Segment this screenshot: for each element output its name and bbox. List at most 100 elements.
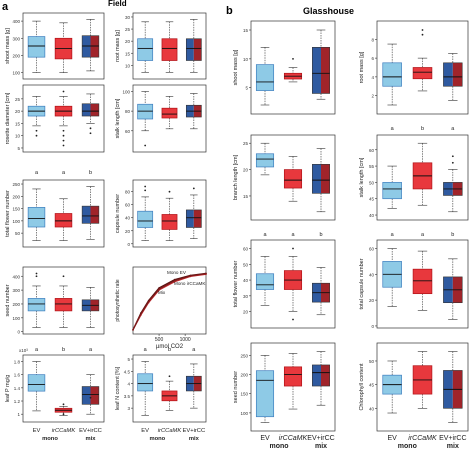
series-point bbox=[132, 329, 134, 331]
outlier-point bbox=[62, 275, 65, 278]
chart-16: 100 150 200 250 seed number bbox=[233, 342, 336, 432]
chart-10: 5 10 15 shoot mass [g] bbox=[233, 20, 336, 115]
box-outline bbox=[312, 47, 330, 94]
y-tick-label: 15 bbox=[243, 194, 249, 199]
chart-13: 40 45 50 55 60 stalk length [cm] a b a bbox=[359, 126, 469, 221]
outlier-point bbox=[62, 413, 65, 416]
box-body bbox=[27, 298, 46, 312]
chart-1: 10 15 20 25 30 root mass [g] bbox=[115, 12, 207, 80]
series-point bbox=[205, 272, 207, 275]
outlier-point bbox=[292, 57, 294, 60]
box-irccamk bbox=[161, 375, 178, 411]
y-axis-label: branch length [cm] bbox=[233, 154, 239, 200]
box-body bbox=[255, 153, 275, 168]
box-ev bbox=[382, 248, 402, 307]
y-tick-label: 200 bbox=[12, 53, 20, 58]
significance-letter: b bbox=[451, 232, 454, 238]
outlier-point bbox=[421, 33, 424, 36]
series-point bbox=[173, 279, 176, 282]
y-tick-label: 5 bbox=[127, 357, 130, 362]
significance-letter: a bbox=[421, 232, 425, 238]
y-tick-label: 40 bbox=[369, 272, 375, 277]
box-outline bbox=[312, 364, 330, 387]
outlier-point bbox=[62, 144, 65, 147]
series-label: Mono irCCaMK bbox=[174, 281, 206, 286]
box-body bbox=[137, 38, 154, 61]
box-outline bbox=[185, 209, 202, 228]
y-axis-label: rosette diameter [cm] bbox=[5, 92, 11, 144]
x-group-label: mix bbox=[86, 436, 97, 442]
significance-letter: a bbox=[35, 170, 39, 176]
y-tick-label: 20 bbox=[369, 298, 375, 303]
y-tick-label: 20 bbox=[243, 168, 249, 173]
significance-letter: a bbox=[144, 347, 148, 353]
y-tick-label: 80 bbox=[125, 190, 131, 195]
significance-letter: b bbox=[421, 126, 424, 132]
box-irccamk bbox=[54, 198, 73, 241]
y-tick-label: 50 bbox=[369, 180, 375, 185]
x-category-label: EV bbox=[141, 428, 149, 434]
box-evircc bbox=[443, 351, 463, 423]
y-axis-label: root mass [g] bbox=[359, 51, 365, 83]
outlier-point bbox=[89, 132, 92, 135]
axis-multiplier: x10³ bbox=[19, 348, 28, 353]
y-tick-label: 1.8 bbox=[14, 359, 21, 364]
y-tick-label: 100 bbox=[12, 219, 20, 224]
box-ev bbox=[382, 43, 402, 106]
plot-frame bbox=[22, 84, 105, 153]
box-body bbox=[255, 273, 275, 290]
outlier-point bbox=[62, 403, 65, 406]
x-axis-label: µmol CO2 bbox=[156, 344, 184, 350]
box-evircc bbox=[312, 29, 330, 100]
outlier-point bbox=[421, 29, 424, 31]
y-axis-label: total capsule number bbox=[359, 258, 365, 309]
y-axis-label: shoot mass [g] bbox=[5, 28, 11, 64]
outlier-point bbox=[192, 187, 195, 190]
box-evircc bbox=[185, 363, 202, 409]
y-tick-label: 45 bbox=[369, 383, 375, 388]
outlier-point bbox=[144, 144, 147, 147]
box-body bbox=[27, 36, 46, 58]
y-tick-label: 3.5 bbox=[124, 394, 131, 399]
box-evircc bbox=[185, 19, 202, 73]
x-category-label: irCCaMK bbox=[52, 428, 77, 434]
y-tick-label: 60 bbox=[125, 203, 131, 208]
y-tick-label: 100 bbox=[12, 316, 20, 321]
x-group-label: mono bbox=[42, 436, 58, 442]
box-body-left bbox=[82, 386, 91, 405]
panel-a-letter: a bbox=[2, 1, 9, 13]
y-tick-label: 55 bbox=[369, 164, 375, 169]
significance-letter: b bbox=[62, 347, 65, 353]
y-tick-label: 60 bbox=[369, 247, 375, 252]
box-ev bbox=[382, 360, 402, 414]
y-tick-label: 0 bbox=[127, 242, 130, 247]
x-group-label: mix bbox=[447, 443, 459, 450]
y-tick-label: 15 bbox=[243, 28, 249, 33]
significance-letter: a bbox=[291, 232, 295, 238]
y-tick-label: 250 bbox=[12, 182, 20, 187]
y-tick-label: 1.4 bbox=[14, 386, 21, 391]
outlier-point bbox=[144, 185, 147, 188]
outlier-point bbox=[144, 189, 147, 192]
chart-14: 20 30 40 50 60 total flower number a a b bbox=[233, 232, 336, 329]
box-outline bbox=[443, 62, 463, 87]
x-category-label: EV bbox=[387, 435, 397, 442]
x-tick-label: 500 bbox=[155, 337, 164, 343]
y-tick-label: 10 bbox=[125, 63, 131, 68]
outlier-point bbox=[451, 155, 454, 158]
significance-letter: b bbox=[168, 347, 171, 353]
y-axis-label: capsule number bbox=[115, 194, 121, 233]
box-body-left bbox=[186, 209, 194, 228]
box-irccamk bbox=[412, 250, 433, 311]
chart-8: 1 1.2 1.4 1.6 1.8 leaf P mg/g x10³ a b a bbox=[5, 347, 105, 423]
y-axis-label: total flower number bbox=[233, 260, 239, 307]
box-irccamk bbox=[283, 57, 303, 83]
box-ev bbox=[255, 256, 275, 306]
y-tick-label: 40 bbox=[125, 216, 131, 221]
y-axis-label: shoot mass [g] bbox=[233, 49, 239, 85]
box-body bbox=[283, 169, 303, 189]
